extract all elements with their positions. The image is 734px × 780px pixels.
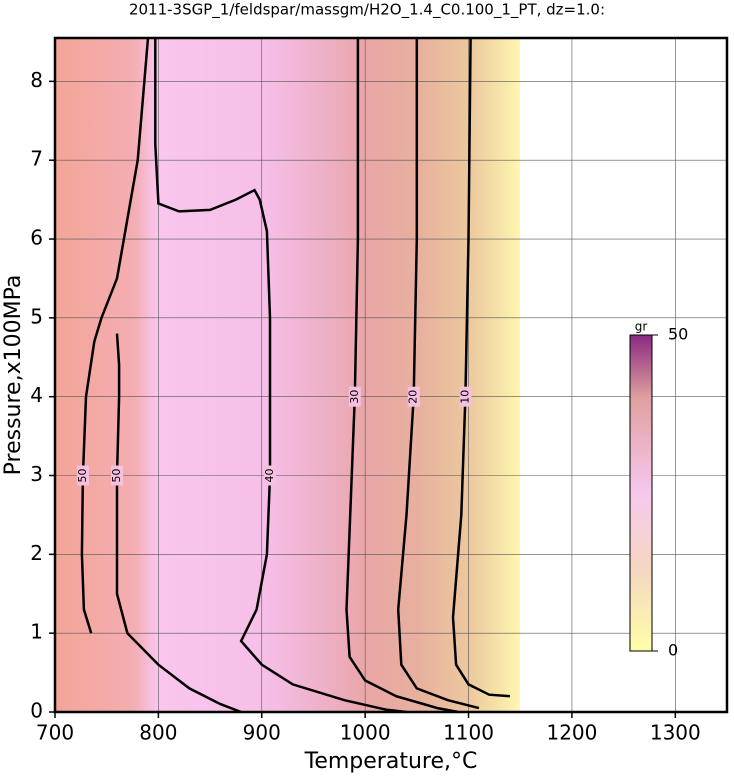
x-tick-label: 1300 [650,721,701,745]
colorbar-tick-label: 50 [668,325,688,344]
contour-label-bg [76,465,89,486]
contour-label: 10 [458,390,471,404]
contour-label: 20 [407,390,420,404]
x-tick-label: 700 [36,721,74,745]
y-tick-label: 6 [30,226,43,250]
frame [53,36,729,714]
chart-title: 2011-3SGP_1/feldspar/massgm/H2O_1.4_C0.1… [129,1,605,20]
contour-line [396,38,480,710]
colorbar [629,334,653,652]
contour-label: 40 [263,469,276,483]
contour-line [345,38,459,714]
colorbar-label: gr [635,320,648,334]
y-tick-label: 3 [30,462,43,486]
contour-line [80,37,150,634]
y-tick-label: 0 [30,699,43,723]
y-tick-label: 7 [30,147,43,171]
contour-line [154,38,407,714]
contour-label: 50 [76,469,89,483]
x-tick-label: 1100 [443,721,494,745]
x-axis-label: Temperature,°C [304,749,478,774]
contour-line [451,37,510,698]
contour-label-bg [264,465,277,486]
x-tick-label: 1200 [546,721,597,745]
y-axis-label: Pressure,x100MPa [1,275,26,476]
x-tick-label: 1000 [340,721,391,745]
contour-line [115,333,242,714]
contour-label-bg [407,386,420,407]
field-fill [55,38,520,712]
y-tick-label: 2 [30,541,43,565]
y-tick-label: 5 [30,304,43,328]
contour-label: 50 [110,469,123,483]
y-tick-label: 8 [30,68,43,92]
contour-label-bg [111,465,124,486]
x-tick-label: 900 [243,721,281,745]
colorbar-tick-label: 0 [668,641,678,660]
y-tick-label: 1 [30,620,43,644]
x-tick-label: 800 [139,721,177,745]
y-tick-label: 4 [30,383,43,407]
contour-label: 30 [348,390,361,404]
contour-label-bg [459,386,472,407]
contour-label-bg [348,386,361,407]
